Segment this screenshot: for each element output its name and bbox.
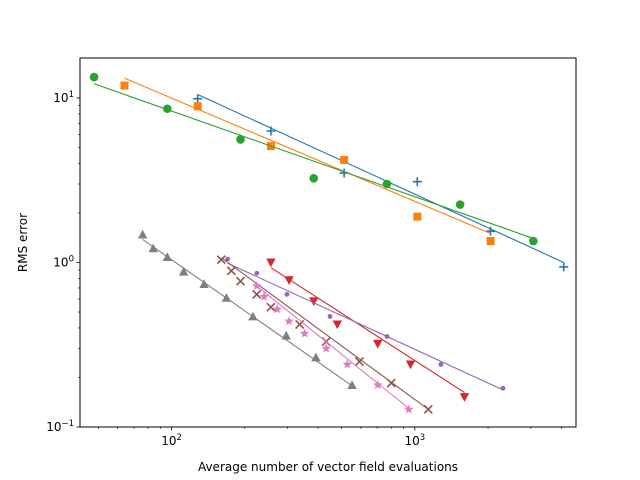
series-4 [266, 258, 470, 402]
fit-line [142, 239, 353, 387]
data-point [403, 404, 414, 414]
data-point [266, 302, 276, 312]
data-point [266, 258, 276, 268]
data-point [248, 311, 258, 321]
data-point [373, 339, 383, 349]
data-point [405, 360, 416, 370]
data-point [438, 362, 444, 367]
data-point [254, 270, 260, 276]
data-point [281, 330, 291, 340]
series-5 [225, 256, 506, 391]
data-point [309, 297, 319, 307]
series-8 [137, 229, 357, 390]
data-point [295, 319, 305, 330]
axes-frame [79, 57, 577, 428]
data-point [486, 237, 495, 246]
fit-line [124, 77, 491, 235]
data-point [384, 334, 390, 339]
series-6 [216, 255, 433, 414]
data-point [386, 378, 396, 388]
data-point [148, 243, 158, 253]
data-point [327, 314, 333, 319]
data-point [236, 135, 245, 144]
data-point [413, 212, 422, 221]
data-point [347, 380, 357, 390]
data-point [354, 356, 365, 367]
fit-line [270, 267, 465, 393]
data-point [412, 177, 422, 187]
data-point [500, 385, 506, 391]
series-3 [89, 72, 538, 246]
data-point [309, 173, 319, 183]
data-point [199, 279, 209, 289]
data-point [178, 266, 189, 276]
series-7 [252, 280, 414, 414]
data-point [373, 380, 383, 390]
fit-line [197, 93, 564, 263]
data-point [284, 276, 294, 285]
data-point [423, 404, 433, 414]
x-axis-label: Average number of vector field evaluatio… [198, 460, 458, 474]
data-point [120, 81, 129, 90]
data-point [311, 352, 321, 362]
data-point [137, 229, 148, 239]
data-point [226, 266, 236, 276]
data-point [252, 289, 262, 299]
data-point [272, 304, 283, 314]
data-point [193, 102, 202, 111]
data-point [529, 236, 538, 246]
data-point [299, 328, 310, 338]
series-1 [193, 93, 569, 272]
data-point [332, 320, 342, 330]
data-point [225, 256, 231, 262]
fit-line [220, 257, 429, 410]
data-point [459, 393, 470, 402]
data-point [284, 316, 294, 326]
data-point [163, 104, 172, 114]
plot-area [89, 72, 569, 414]
data-point [284, 291, 290, 297]
data-point [216, 255, 226, 265]
data-point [193, 94, 203, 104]
fit-line [227, 262, 504, 391]
data-point [321, 343, 331, 353]
data-point [89, 72, 99, 82]
data-point [235, 276, 246, 286]
data-point [382, 179, 392, 189]
data-point [266, 126, 276, 136]
data-point [455, 200, 465, 209]
data-point [221, 293, 232, 302]
data-point [252, 280, 262, 291]
data-point [342, 359, 353, 369]
data-point [486, 226, 496, 236]
data-point [162, 252, 173, 261]
fit-line [256, 285, 410, 409]
data-point [340, 155, 349, 164]
data-point [559, 262, 569, 272]
y-axis-label: RMS error [16, 213, 30, 272]
data-point [259, 291, 269, 301]
